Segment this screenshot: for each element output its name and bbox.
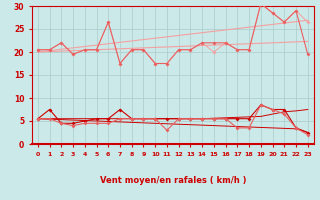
X-axis label: Vent moyen/en rafales ( km/h ): Vent moyen/en rafales ( km/h ): [100, 176, 246, 185]
